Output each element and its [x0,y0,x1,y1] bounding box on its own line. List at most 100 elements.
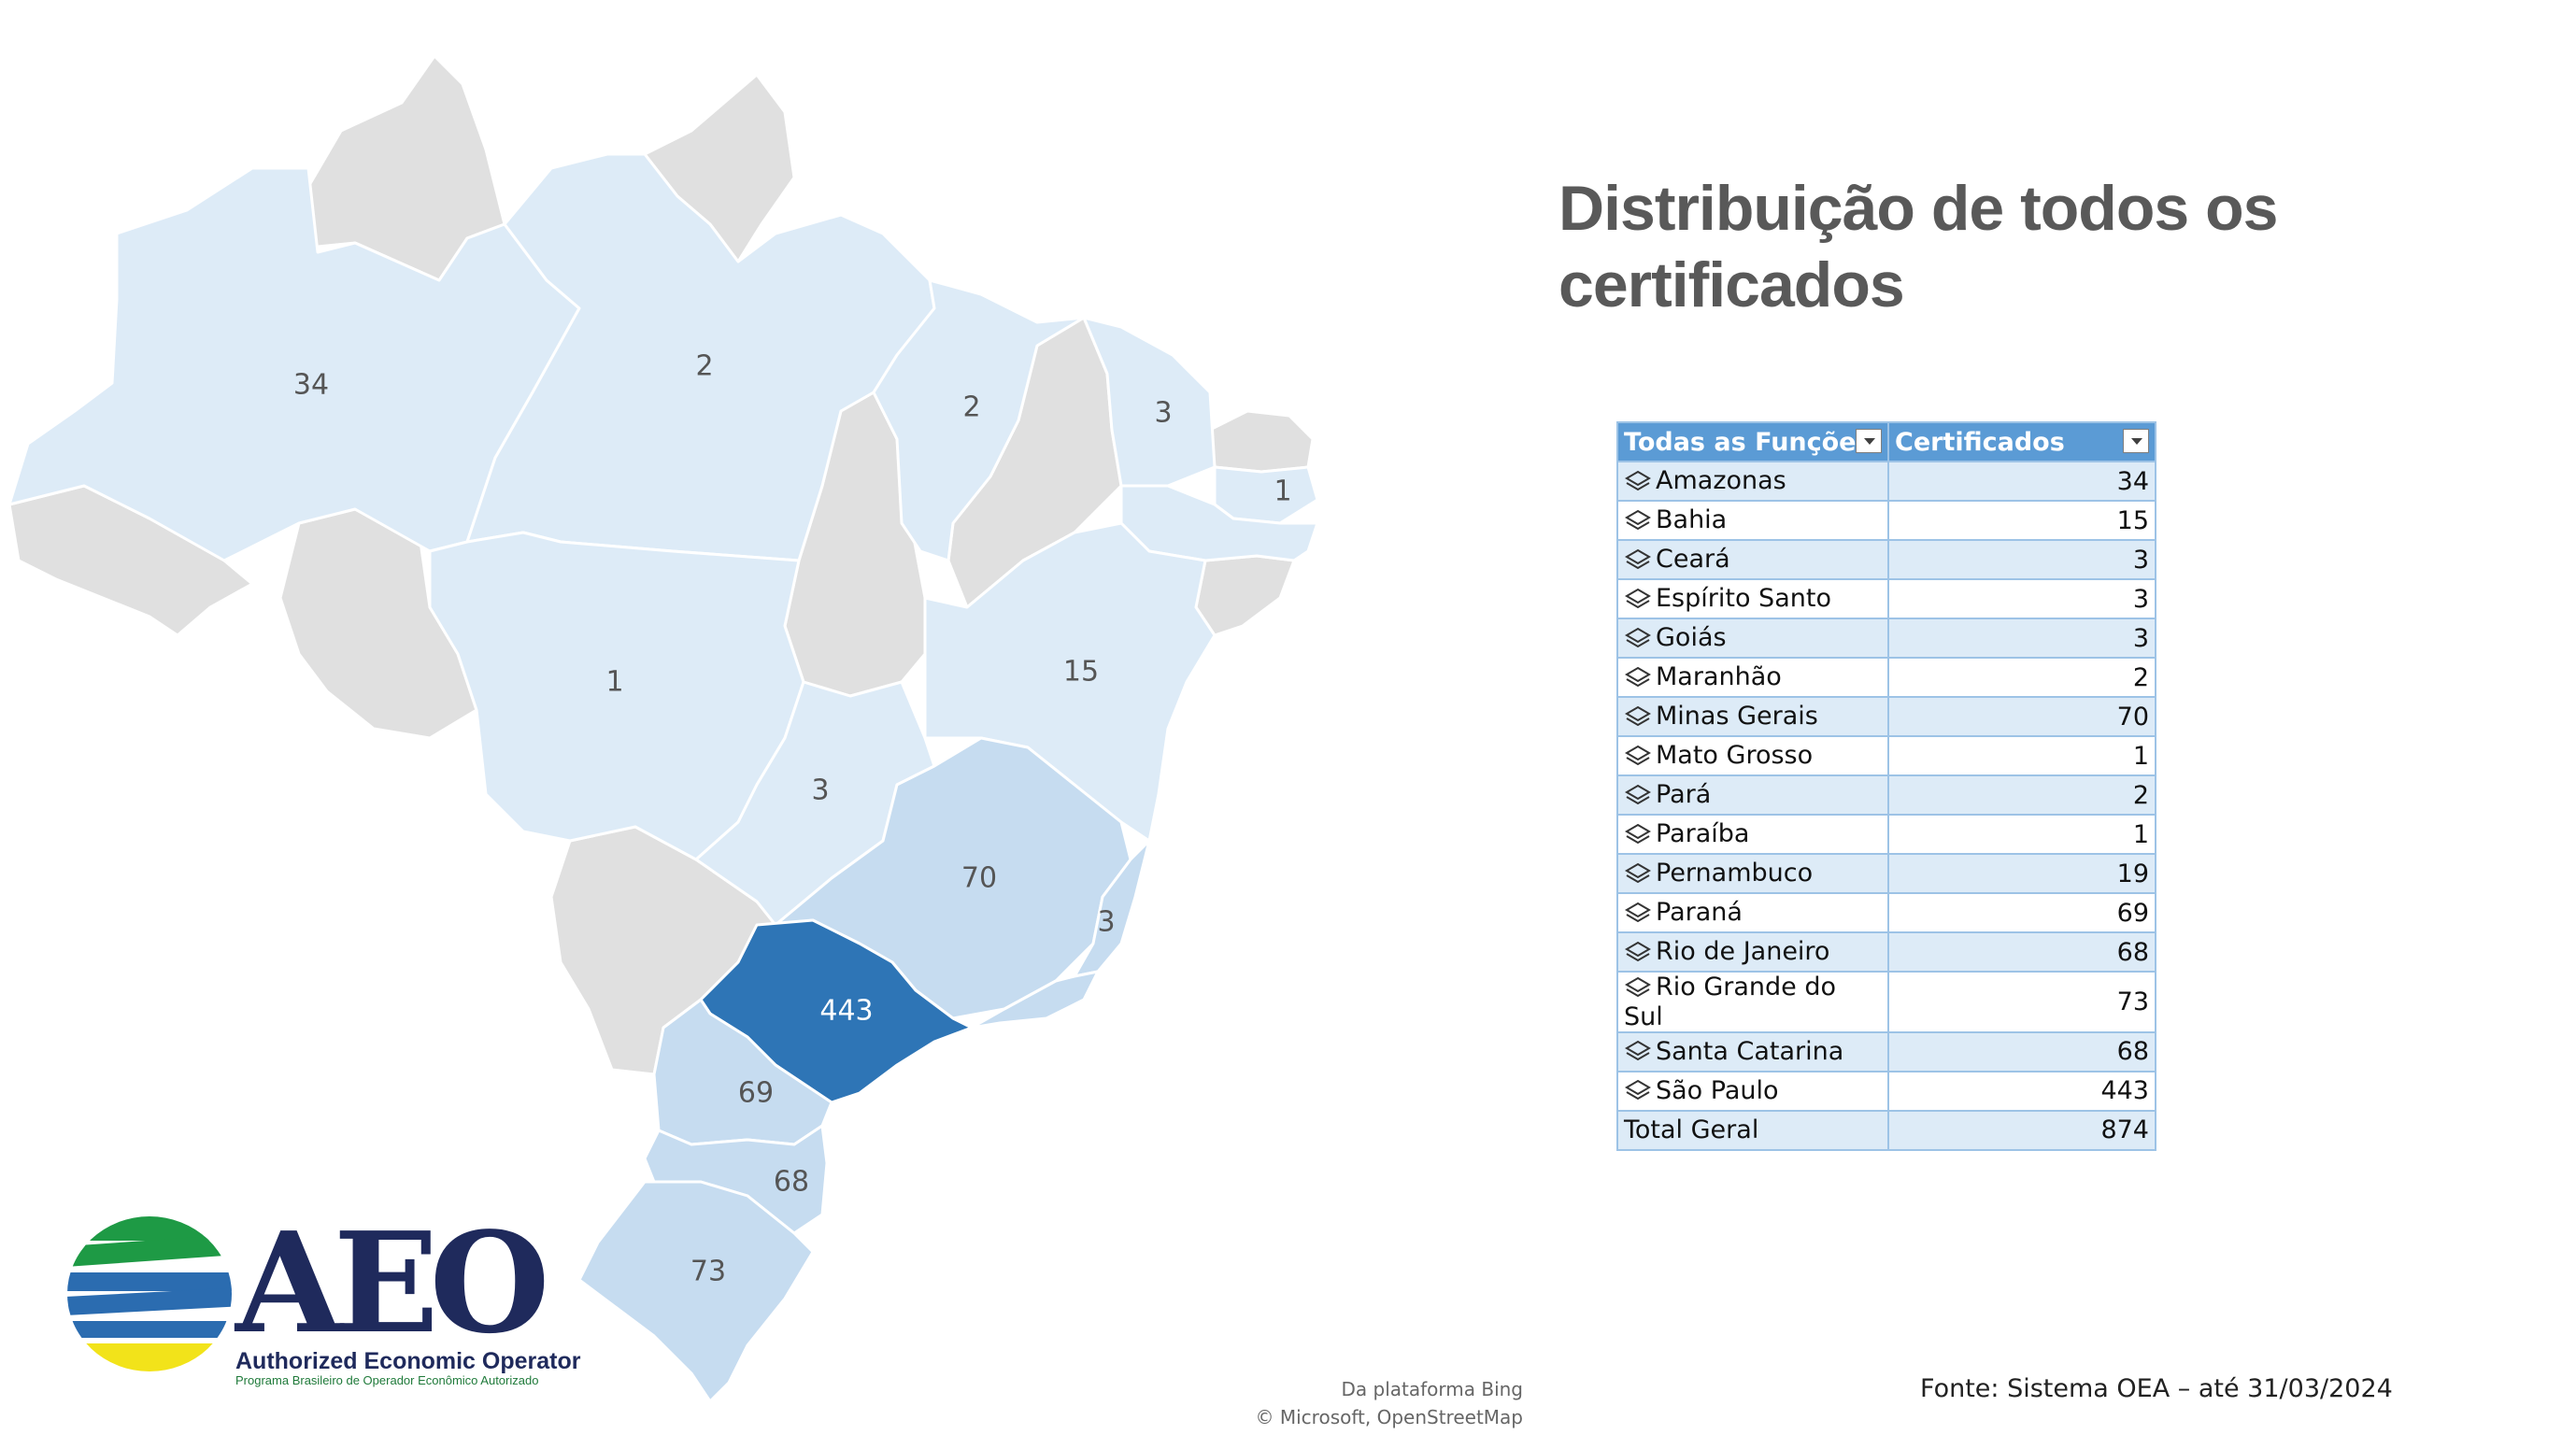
certificate-count: 1 [1888,736,2156,776]
state-rio-de-janeiro [970,970,1100,1030]
certificate-count: 3 [1888,618,2156,659]
label-mato-grosso: 1 [605,666,623,699]
layers-icon [1624,703,1652,732]
certificate-count: 2 [1888,658,2156,698]
pivot-header-row: Todas as Funções Certificados [1616,421,2156,462]
label-minas-gerais: 70 [961,862,997,895]
column-header-certificados[interactable]: Certificados [1887,421,2156,462]
certificate-count: 34 [1888,462,2156,502]
pivot-row-label-cell: Ceará [1616,540,1889,580]
certificate-count: 3 [1888,579,2156,619]
label-sao-paulo: 443 [819,995,873,1028]
state-rio-grande-do-norte [1208,409,1315,474]
pivot-row[interactable]: Minas Gerais 70 [1616,697,2156,737]
state-espirito-santo [1073,839,1151,978]
map-credit-line2: © Microsoft, OpenStreetMap [1255,1406,1523,1428]
layers-icon [1624,1077,1652,1105]
pivot-total-row: Total Geral 874 [1616,1109,2156,1151]
state-name: Pernambuco [1656,859,1814,888]
certificate-count: 73 [1888,972,2156,1033]
pivot-row[interactable]: Pernambuco 19 [1616,854,2156,894]
certificate-count: 15 [1888,501,2156,541]
state-name: Bahia [1656,505,1728,535]
pivot-row[interactable]: Maranhão 2 [1616,658,2156,698]
layers-icon [1624,1038,1652,1066]
column-header-funcoes[interactable]: Todas as Funções [1616,421,1889,462]
pivot-row[interactable]: São Paulo 443 [1616,1071,2156,1112]
layers-icon [1624,900,1652,928]
logo-wordmark: AEO [235,1201,550,1364]
layers-icon [1624,547,1652,575]
pivot-row[interactable]: Bahia 15 [1616,501,2156,541]
layers-icon [1624,664,1652,692]
pivot-row[interactable]: Pará 2 [1616,775,2156,816]
state-name: Ceará [1656,545,1730,575]
pivot-row-label-cell: Santa Catarina [1616,1031,1889,1073]
certificate-count: 1 [1888,815,2156,855]
certificate-count: 443 [1888,1071,2156,1112]
pivot-row-label-cell: Mato Grosso [1616,736,1889,776]
pivot-row[interactable]: Goiás 3 [1616,618,2156,659]
certificate-count: 70 [1888,697,2156,737]
pivot-row[interactable]: Paraíba 1 [1616,815,2156,855]
state-name: Paraná [1656,898,1743,928]
layers-icon [1624,821,1652,849]
pivot-row-label-cell: Rio de Janeiro [1616,932,1889,973]
state-name: São Paulo [1656,1075,1779,1105]
layers-icon [1624,782,1652,810]
layers-icon [1624,468,1652,496]
pivot-row[interactable]: Paraná 69 [1616,893,2156,933]
pivot-row-label-cell: Rio Grande do Sul [1616,972,1889,1033]
state-alagoas [1194,554,1296,637]
state-name: Maranhão [1656,662,1782,692]
certificate-count: 2 [1888,775,2156,816]
pivot-row[interactable]: Rio de Janeiro 68 [1616,932,2156,973]
pivot-row-label-cell: Amazonas [1616,462,1889,502]
brazil-map: 34 2 2 3 1 15 1 3 70 3 443 69 68 73 [7,54,1319,1403]
layers-icon [1624,743,1652,771]
state-name: Rio de Janeiro [1656,937,1830,967]
pivot-row[interactable]: Santa Catarina 68 [1616,1031,2156,1073]
state-name: Pará [1656,780,1712,810]
certificate-count: 3 [1888,540,2156,580]
column-header-certificados-label: Certificados [1895,427,2065,457]
pivot-row-label-cell: Pernambuco [1616,854,1889,894]
layers-icon [1624,625,1652,653]
pivot-row-label-cell: Goiás [1616,618,1889,659]
state-name: Mato Grosso [1656,741,1814,771]
state-bahia [923,521,1217,843]
logo-tagline: Programa Brasileiro de Operador Econômic… [235,1373,539,1387]
pivot-row-label-cell: Pará [1616,775,1889,816]
label-parana: 69 [738,1077,774,1110]
state-name: Paraíba [1656,819,1750,849]
total-value: 874 [1888,1109,2156,1151]
pivot-row[interactable]: Amazonas 34 [1616,462,2156,502]
certificate-count: 68 [1888,1031,2156,1073]
state-ceara [1082,316,1217,488]
filter-dropdown-icon[interactable] [2123,429,2149,453]
pivot-row-label-cell: Espírito Santo [1616,579,1889,619]
aeo-logo-icon [67,1216,232,1371]
pivot-row-label-cell: Bahia [1616,501,1889,541]
pivot-row[interactable]: Espírito Santo 3 [1616,579,2156,619]
state-name: Rio Grande do Sul [1624,973,1837,1031]
source-note: Fonte: Sistema OEA – até 31/03/2024 [1920,1374,2393,1403]
pivot-row[interactable]: Mato Grosso 1 [1616,736,2156,776]
pivot-table: Todas as Funções Certificados Amazonas 34… [1616,421,2156,1151]
layers-icon [1624,974,1652,1002]
pivot-row-label-cell: Maranhão [1616,658,1889,698]
filter-dropdown-icon[interactable] [1856,429,1882,453]
label-rio-grande-do-sul: 73 [690,1256,726,1288]
label-maranhao: 2 [962,391,980,424]
pivot-row-label-cell: São Paulo [1616,1071,1889,1112]
pivot-row-label-cell: Paraná [1616,893,1889,933]
pivot-row[interactable]: Ceará 3 [1616,540,2156,580]
label-para: 2 [695,350,713,383]
pivot-row[interactable]: Rio Grande do Sul 73 [1616,972,2156,1033]
state-maranhao [872,278,1086,562]
label-amazonas: 34 [293,369,329,402]
state-name: Espírito Santo [1656,584,1831,614]
state-name: Goiás [1656,623,1727,653]
label-paraiba: 1 [1274,476,1291,508]
layers-icon [1624,586,1652,614]
